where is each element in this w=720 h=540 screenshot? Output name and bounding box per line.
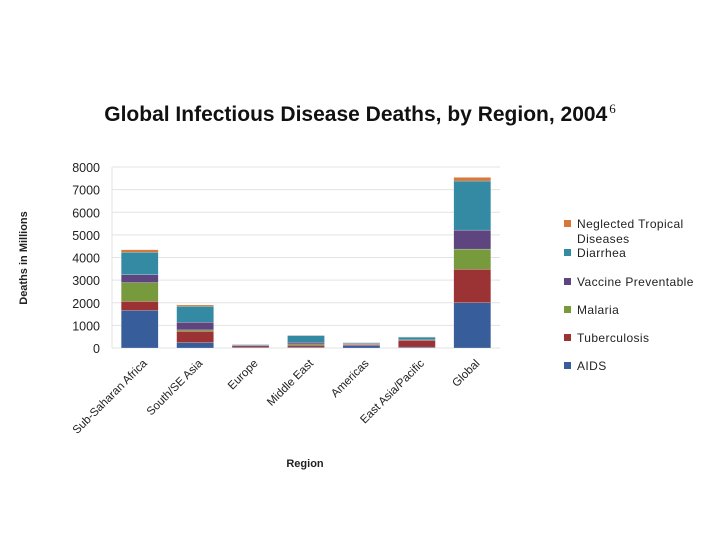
x-tick-label: Americas (329, 357, 372, 400)
legend-label: Diarrhea (577, 246, 626, 260)
x-tick-label: Sub-Saharan Africa (71, 357, 150, 436)
bar-segment (287, 345, 325, 348)
bar-segment (176, 306, 214, 323)
y-tick-label: 8000 (72, 161, 100, 175)
legend-swatch (564, 220, 571, 227)
bar-segment (398, 336, 436, 341)
y-tick-label: 1000 (72, 319, 100, 333)
legend-swatch (564, 278, 571, 285)
legend-label: Malaria (577, 303, 619, 317)
bar-segment (176, 331, 214, 343)
legend-label-cont: Diseases (577, 232, 630, 246)
bar-segment (121, 310, 159, 349)
chart-title-text: Global Infectious Disease Deaths, by Reg… (104, 103, 608, 126)
bar-segment (231, 345, 270, 348)
y-axis-title: Deaths in Millions (18, 211, 30, 305)
bar-segment (453, 248, 491, 270)
bar-segment (176, 342, 214, 349)
bar-segment (342, 345, 381, 349)
y-tick-label: 2000 (72, 297, 100, 311)
bar-segment (121, 282, 159, 302)
y-tick-label: 3000 (72, 274, 100, 288)
bar-segment (176, 322, 214, 331)
legend-label: Tuberculosis (577, 331, 649, 345)
x-tick-label: South/SE Asia (145, 357, 206, 418)
bar-segment (121, 252, 159, 275)
x-tick-label: Europe (226, 358, 261, 393)
x-tick-label: Middle East (265, 357, 317, 409)
y-tick-label: 7000 (72, 184, 100, 198)
bar-segment (453, 302, 491, 349)
x-axis-title: Region (286, 458, 324, 470)
bar-segment (287, 335, 325, 343)
bar-segment (453, 180, 491, 231)
legend-label: Vaccine Preventable (577, 275, 694, 289)
x-tick-label: Global (450, 358, 482, 390)
bar-segment (287, 342, 325, 345)
legend-swatch (564, 249, 571, 256)
title-footnote: 6 (609, 101, 616, 116)
bar-segment (453, 269, 491, 303)
legend-label: AIDS (577, 359, 607, 373)
legend-swatch (564, 306, 571, 313)
bar-segment (398, 340, 436, 348)
bar-segment (287, 343, 325, 346)
y-tick-label: 6000 (72, 206, 100, 220)
y-tick-label: 0 (93, 342, 100, 356)
bar-segment (176, 304, 214, 307)
bar-segment (453, 177, 491, 182)
bar-segment (121, 274, 159, 283)
legend-swatch (564, 334, 571, 341)
y-tick-label: 4000 (72, 252, 100, 266)
bar-segment (231, 344, 270, 346)
y-tick-label: 5000 (72, 229, 100, 243)
legend-swatch (564, 362, 571, 369)
bar-segment (453, 229, 491, 250)
legend-label: Neglected Tropical (577, 217, 684, 231)
bar-segment (176, 329, 214, 332)
bar-segment (121, 249, 159, 253)
bar-segment (121, 301, 159, 311)
chart-title: Global Infectious Disease Deaths, by Reg… (0, 101, 720, 127)
